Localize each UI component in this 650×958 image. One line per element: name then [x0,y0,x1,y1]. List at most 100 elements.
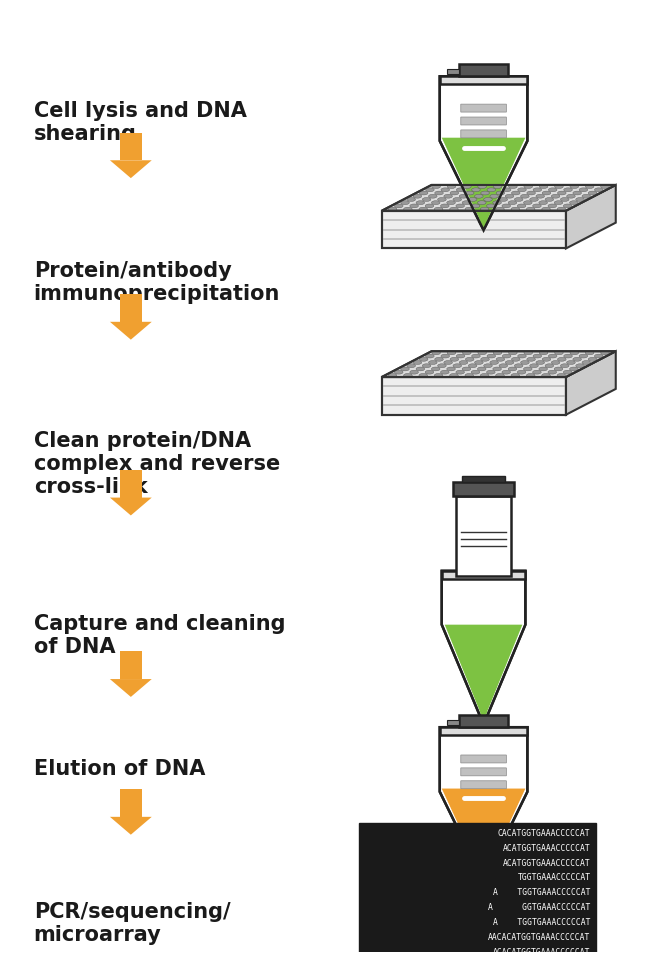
Ellipse shape [564,354,573,358]
Ellipse shape [558,357,566,361]
Text: Clean protein/DNA
complex and reverse
cross-link: Clean protein/DNA complex and reverse cr… [34,431,280,497]
Polygon shape [110,817,151,834]
Ellipse shape [514,364,523,368]
Ellipse shape [542,191,551,194]
Polygon shape [566,352,616,415]
Ellipse shape [588,357,597,361]
Ellipse shape [453,197,461,201]
Ellipse shape [524,351,532,354]
Ellipse shape [416,201,424,205]
Ellipse shape [595,354,603,358]
Ellipse shape [462,367,471,371]
Ellipse shape [539,201,547,205]
Ellipse shape [422,197,431,201]
Ellipse shape [444,360,452,364]
Ellipse shape [508,351,517,354]
Ellipse shape [456,354,465,358]
Ellipse shape [502,370,510,375]
Polygon shape [440,727,527,735]
Ellipse shape [407,197,415,201]
Ellipse shape [579,354,588,358]
Ellipse shape [447,367,456,371]
Ellipse shape [545,197,554,201]
Ellipse shape [474,360,483,364]
Ellipse shape [490,194,499,198]
Polygon shape [120,469,142,497]
Ellipse shape [595,188,603,192]
Polygon shape [359,823,595,957]
Ellipse shape [540,185,548,189]
FancyBboxPatch shape [461,768,506,776]
Ellipse shape [428,194,437,198]
Ellipse shape [564,370,572,375]
Ellipse shape [468,197,477,201]
Ellipse shape [512,357,520,361]
Ellipse shape [502,204,510,208]
Ellipse shape [459,360,468,364]
Ellipse shape [554,201,563,205]
Ellipse shape [579,188,588,192]
Ellipse shape [395,204,403,208]
Polygon shape [382,377,566,415]
Ellipse shape [564,204,572,208]
Ellipse shape [400,367,410,371]
Ellipse shape [496,374,504,377]
Ellipse shape [480,207,489,211]
Ellipse shape [526,191,536,194]
Polygon shape [445,625,523,723]
Text: Capture and cleaning
of DNA: Capture and cleaning of DNA [34,614,285,657]
Ellipse shape [530,197,538,201]
Ellipse shape [505,360,514,364]
Ellipse shape [526,207,535,211]
Ellipse shape [487,204,495,208]
Ellipse shape [551,360,560,364]
Ellipse shape [432,185,441,189]
Ellipse shape [558,191,566,194]
Ellipse shape [517,204,526,208]
Ellipse shape [484,197,492,201]
Ellipse shape [428,360,437,364]
Ellipse shape [532,370,541,375]
Ellipse shape [463,185,471,189]
Ellipse shape [540,351,548,354]
Ellipse shape [484,364,492,368]
Ellipse shape [388,207,397,211]
Ellipse shape [441,188,450,192]
Ellipse shape [410,370,419,375]
Polygon shape [442,788,525,880]
Ellipse shape [459,194,468,198]
Ellipse shape [487,370,495,375]
Ellipse shape [569,367,578,371]
Ellipse shape [478,201,486,205]
Ellipse shape [487,354,495,358]
Polygon shape [456,496,512,576]
Ellipse shape [447,351,456,354]
Ellipse shape [432,201,440,205]
FancyBboxPatch shape [461,755,506,763]
Ellipse shape [548,370,556,375]
Polygon shape [440,77,527,230]
Polygon shape [442,571,525,579]
Polygon shape [110,679,151,696]
Polygon shape [110,497,151,515]
Polygon shape [442,571,525,724]
Ellipse shape [499,197,508,201]
Ellipse shape [493,367,501,371]
Polygon shape [453,482,514,496]
Ellipse shape [582,360,591,364]
Ellipse shape [601,351,609,354]
Ellipse shape [471,370,480,375]
Ellipse shape [481,357,489,361]
Ellipse shape [416,367,424,371]
Ellipse shape [447,201,456,205]
Ellipse shape [576,197,584,201]
Ellipse shape [478,367,486,371]
Ellipse shape [472,354,480,358]
Ellipse shape [465,191,474,194]
Ellipse shape [569,201,578,205]
Ellipse shape [588,191,597,194]
Ellipse shape [450,357,459,361]
Ellipse shape [570,185,578,189]
Ellipse shape [532,204,541,208]
Ellipse shape [521,360,529,364]
